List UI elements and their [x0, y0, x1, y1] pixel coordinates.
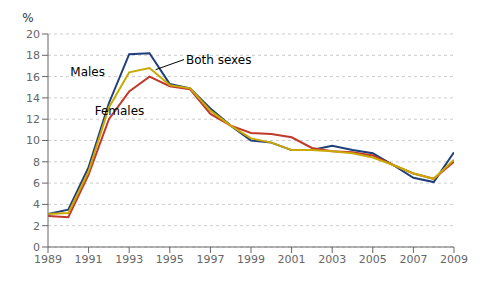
svg-text:1995: 1995: [156, 253, 184, 266]
svg-text:2007: 2007: [399, 253, 427, 266]
svg-text:16: 16: [26, 71, 40, 84]
svg-text:2003: 2003: [318, 253, 346, 266]
svg-text:0: 0: [33, 241, 40, 254]
svg-text:18: 18: [26, 49, 40, 62]
svg-text:12: 12: [26, 113, 40, 126]
svg-text:14: 14: [26, 92, 40, 105]
svg-text:Males: Males: [70, 65, 105, 79]
svg-text:1991: 1991: [75, 253, 103, 266]
svg-text:2001: 2001: [278, 253, 306, 266]
svg-text:20: 20: [26, 28, 40, 41]
svg-text:8: 8: [33, 156, 40, 169]
svg-text:10: 10: [26, 134, 40, 147]
svg-text:2005: 2005: [359, 253, 387, 266]
svg-text:Females: Females: [95, 104, 145, 118]
svg-text:1993: 1993: [115, 253, 143, 266]
svg-text:Both sexes: Both sexes: [186, 53, 252, 67]
svg-text:1989: 1989: [34, 253, 62, 266]
svg-text:6: 6: [33, 177, 40, 190]
svg-text:2: 2: [33, 220, 40, 233]
svg-text:1999: 1999: [237, 253, 265, 266]
svg-text:%: %: [22, 11, 33, 25]
svg-text:2009: 2009: [440, 253, 468, 266]
svg-text:1997: 1997: [196, 253, 224, 266]
svg-text:4: 4: [33, 198, 40, 211]
